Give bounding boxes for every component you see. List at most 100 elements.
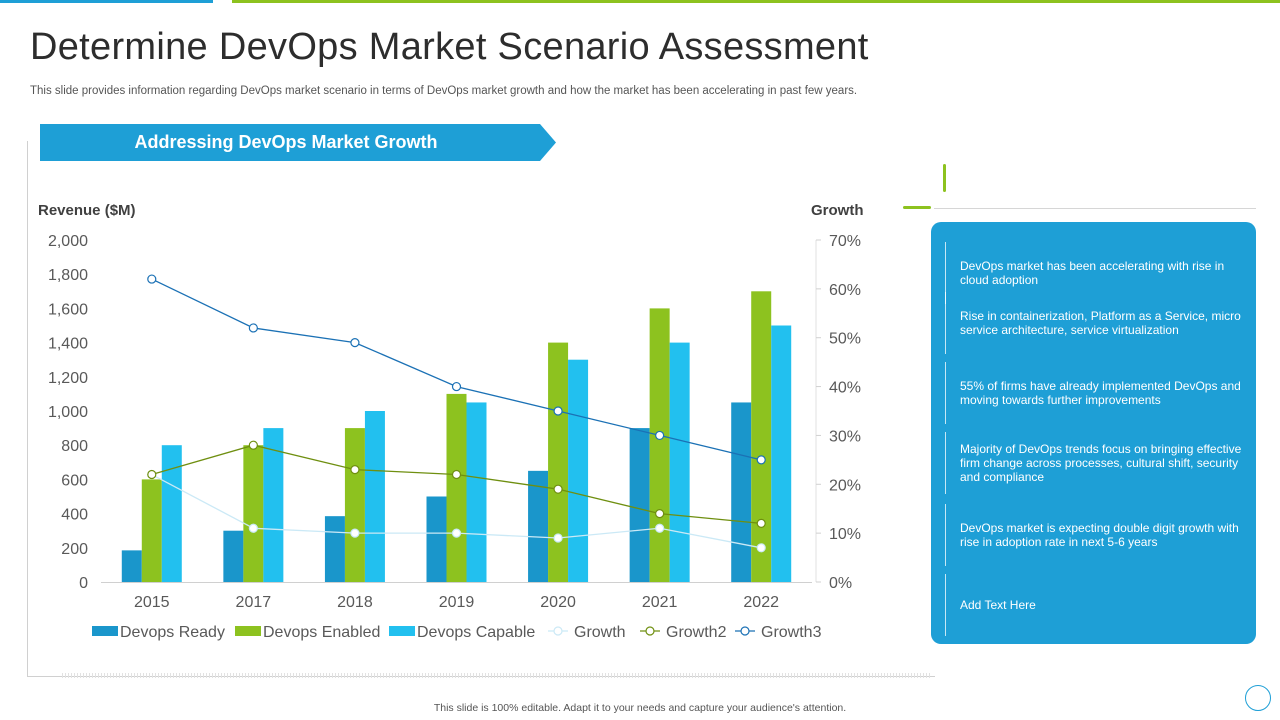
y2-tick-label: 30% xyxy=(829,428,861,445)
y2-tick-label: 0% xyxy=(829,575,852,592)
insight-item-1: DevOps market has been accelerating with… xyxy=(945,242,1245,304)
bar-devops-enabled xyxy=(649,308,670,582)
accent-divider xyxy=(934,208,1256,209)
insight-item-6: Add Text Here xyxy=(945,574,1245,636)
point-growth xyxy=(553,533,563,543)
point-growth2 xyxy=(248,440,258,450)
point-growth3 xyxy=(350,338,360,348)
bar-devops-capable xyxy=(161,445,182,582)
point-growth xyxy=(248,523,258,533)
point-growth xyxy=(451,528,462,538)
bar-devops-capable xyxy=(568,359,589,582)
x-tick-label: 2015 xyxy=(134,594,170,611)
bar-devops-enabled xyxy=(446,393,467,582)
combo-chart: Revenue ($M) Growth 0 200 400 600 800 1,000 1,… xyxy=(38,202,864,641)
insight-item-3: 55% of firms have already implemented De… xyxy=(945,362,1245,424)
legend-label: Growth2 xyxy=(666,624,727,641)
point-growth xyxy=(756,543,766,553)
legend-swatch xyxy=(92,626,118,636)
point-growth2 xyxy=(756,518,766,528)
point-growth3 xyxy=(553,406,563,416)
y-tick-label: 200 xyxy=(61,541,88,558)
bar-devops-capable xyxy=(466,402,487,582)
bars xyxy=(121,291,792,582)
y-tick-label: 1,800 xyxy=(48,267,88,284)
point-growth xyxy=(655,523,665,533)
y2-tick-label: 20% xyxy=(829,477,861,494)
chart-frame-left xyxy=(27,141,28,676)
y-tick-label: 1,200 xyxy=(48,370,88,387)
page-subtitle: This slide provides information regardin… xyxy=(30,85,858,97)
bar-devops-ready xyxy=(223,530,244,582)
accent-bar-horizontal xyxy=(903,206,931,209)
y-tick-label: 800 xyxy=(61,438,88,455)
point-growth3 xyxy=(451,381,462,392)
y-tick-label: 400 xyxy=(61,507,88,524)
y-tick-label: 2,000 xyxy=(48,233,88,250)
legend-swatch xyxy=(389,626,415,636)
point-growth2 xyxy=(350,465,360,475)
insight-item-4: Majority of DevOps trends focus on bring… xyxy=(945,432,1245,494)
point-growth2 xyxy=(655,508,665,519)
bar-devops-capable xyxy=(364,411,385,582)
point-growth3 xyxy=(655,430,665,441)
bar-devops-capable xyxy=(669,342,690,582)
bar-devops-enabled xyxy=(344,428,365,582)
insight-item-5: DevOps market is expecting double digit … xyxy=(945,504,1245,566)
chart-title-banner: Addressing DevOps Market Growth xyxy=(40,124,556,161)
y-tick-label: 1,000 xyxy=(48,404,88,421)
bar-devops-ready xyxy=(528,470,549,582)
legend-label: Devops Enabled xyxy=(263,624,380,641)
y2-tick-label: 50% xyxy=(829,331,861,348)
insight-item-2: Rise in containerization, Platform as a … xyxy=(945,292,1245,354)
x-tick-label: 2020 xyxy=(540,594,576,611)
y2-tick-label: 10% xyxy=(829,526,861,543)
y-tick-label: 0 xyxy=(79,575,88,592)
bar-devops-capable xyxy=(263,428,284,582)
legend-marker xyxy=(740,626,750,636)
growth-lines xyxy=(147,274,766,553)
bar-devops-ready xyxy=(121,550,142,582)
footer-note: This slide is 100% editable. Adapt it to… xyxy=(433,702,847,714)
legend-label: Devops Capable xyxy=(417,624,535,641)
bar-devops-enabled xyxy=(751,291,772,582)
point-growth3 xyxy=(756,455,766,465)
point-growth3 xyxy=(248,323,258,333)
bar-devops-ready xyxy=(426,496,447,582)
top-accent-bar-blue xyxy=(0,0,213,3)
y-tick-label: 1,400 xyxy=(48,336,88,353)
chart-title: Addressing DevOps Market Growth xyxy=(134,132,438,152)
point-growth2 xyxy=(147,469,157,480)
page-title: Determine DevOps Market Scenario Assessm… xyxy=(30,26,869,68)
point-growth2 xyxy=(553,484,563,494)
legend-swatch xyxy=(235,626,261,636)
bar-devops-enabled xyxy=(548,342,569,582)
insights-panel: DevOps market has been accelerating with… xyxy=(931,222,1256,644)
bar-devops-enabled xyxy=(243,445,264,582)
legend-marker xyxy=(553,626,563,636)
corner-circle-decoration xyxy=(1245,685,1271,711)
y-tick-label: 600 xyxy=(61,472,88,489)
x-tick-label: 2018 xyxy=(337,594,373,611)
x-tick-label: 2022 xyxy=(743,594,779,611)
point-growth2 xyxy=(451,469,462,480)
axes: 0 200 400 600 800 1,000 1,200 1,400 1,600 1,800 2,… xyxy=(48,233,861,611)
x-tick-label: 2019 xyxy=(439,594,475,611)
y2-tick-label: 70% xyxy=(829,233,861,250)
bar-devops-ready xyxy=(731,402,752,582)
chart-frame-dots xyxy=(62,673,932,678)
x-tick-label: 2017 xyxy=(236,594,272,611)
bar-devops-capable xyxy=(771,325,792,582)
legend: Devops Ready Devops Enabled Devops Capable… xyxy=(92,624,822,641)
accent-bar-vertical xyxy=(943,164,946,192)
y-axis-label: Revenue ($M) xyxy=(38,202,136,219)
x-tick-label: 2021 xyxy=(642,594,678,611)
top-accent-bar-green xyxy=(232,0,1280,3)
y-tick-label: 1,600 xyxy=(48,301,88,318)
legend-label: Growth xyxy=(574,624,626,641)
y2-tick-label: 40% xyxy=(829,380,861,397)
point-growth xyxy=(350,528,360,538)
legend-label: Devops Ready xyxy=(120,624,225,641)
y2-axis-label: Growth xyxy=(811,202,864,219)
bar-devops-ready xyxy=(629,428,650,582)
